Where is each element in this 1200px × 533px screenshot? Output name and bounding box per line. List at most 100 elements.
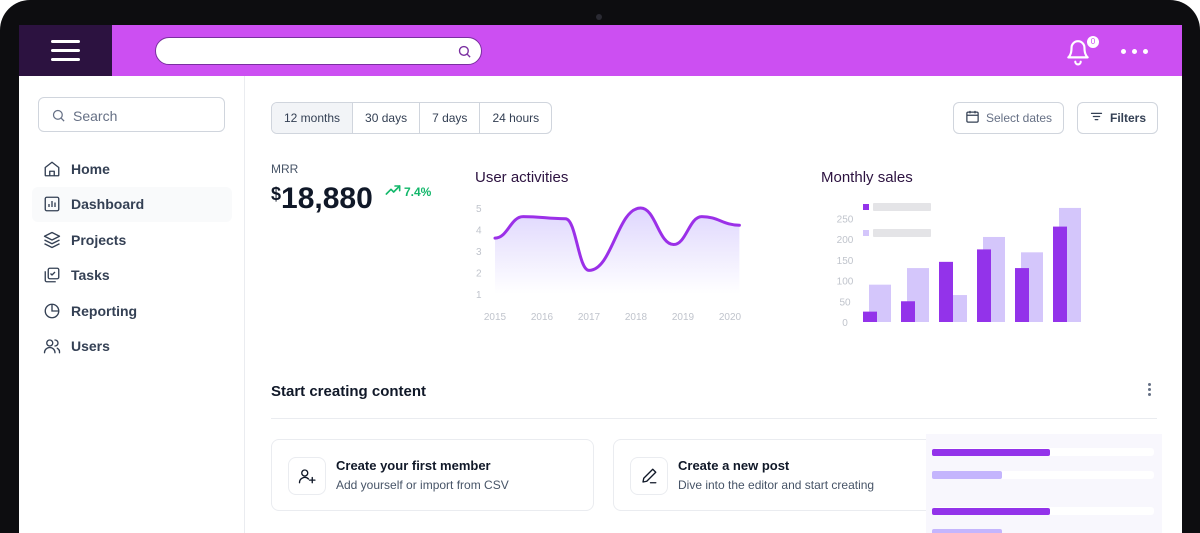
series-line xyxy=(493,206,741,272)
filters-button[interactable]: Filters xyxy=(1077,102,1159,134)
monthly-sales-chart: 250 200 150 100 50 0 xyxy=(837,203,1081,329)
y-tick-label: 50 xyxy=(839,297,851,308)
preview-bar xyxy=(932,449,1050,456)
main-content: 12 months 30 days 7 days 24 hours Select… xyxy=(246,76,1182,533)
trend-up-icon xyxy=(385,184,401,199)
pen-icon xyxy=(630,457,668,495)
calendar-icon xyxy=(965,109,980,127)
sidebar-item-home[interactable]: Home xyxy=(32,151,232,187)
y-tick-label: 5 xyxy=(476,204,482,215)
bar-series-1 xyxy=(1053,226,1067,322)
divider xyxy=(271,418,1157,419)
mrr-value: $18,880 xyxy=(271,182,373,216)
search-icon[interactable] xyxy=(457,44,472,64)
y-tick-label: 200 xyxy=(837,235,854,246)
y-tick-label: 250 xyxy=(837,214,854,225)
user-plus-icon xyxy=(288,457,326,495)
series-area xyxy=(495,208,740,294)
hamburger-menu-button[interactable] xyxy=(19,25,112,76)
create-member-card[interactable]: Create your first member Add yourself or… xyxy=(271,439,594,511)
search-icon xyxy=(51,108,66,128)
section-title: Start creating content xyxy=(271,383,427,400)
content-preview-illustration xyxy=(926,434,1162,533)
bar-series-1 xyxy=(977,249,991,322)
legend-label-placeholder xyxy=(873,203,931,211)
select-dates-label: Select dates xyxy=(986,111,1053,125)
mrr-trend: 7.4% xyxy=(385,184,431,199)
legend-swatch xyxy=(863,204,869,210)
top-search-input[interactable] xyxy=(155,37,482,65)
y-tick-label: 0 xyxy=(842,318,848,329)
y-tick-label: 100 xyxy=(837,277,854,288)
sidebar-item-label: Tasks xyxy=(71,267,110,284)
y-tick-label: 150 xyxy=(837,256,854,267)
select-dates-button[interactable]: Select dates xyxy=(953,102,1065,134)
menu-line xyxy=(51,58,80,61)
preview-bar xyxy=(932,471,1002,479)
y-tick-label: 4 xyxy=(476,226,482,237)
app-screen: 0 Search Home xyxy=(19,25,1182,533)
bell-icon[interactable] xyxy=(1065,38,1091,71)
bar-series-1 xyxy=(939,261,953,322)
users-icon xyxy=(42,336,62,356)
search-placeholder: Search xyxy=(73,108,118,124)
preview-bar xyxy=(932,529,1002,533)
mrr-amount: 18,880 xyxy=(281,182,373,215)
sidebar-item-label: Projects xyxy=(71,231,127,248)
x-tick-label: 2020 xyxy=(719,312,742,323)
y-tick-label: 3 xyxy=(476,247,482,258)
notification-badge: 0 xyxy=(1086,35,1100,49)
bar-series-1 xyxy=(1015,268,1029,322)
filters-label: Filters xyxy=(1110,111,1147,125)
sidebar-search-input[interactable]: Search xyxy=(38,97,225,132)
sidebar-item-dashboard[interactable]: Dashboard xyxy=(32,186,232,222)
legend-swatch xyxy=(863,230,869,236)
bar-series-1 xyxy=(901,301,915,322)
y-tick-label: 2 xyxy=(476,269,482,280)
range-30-days[interactable]: 30 days xyxy=(352,103,419,133)
x-tick-label: 2018 xyxy=(625,312,648,323)
sidebar-item-label: Reporting xyxy=(71,302,138,319)
sidebar-item-reporting[interactable]: Reporting xyxy=(32,293,232,329)
mrr-currency: $ xyxy=(271,184,282,204)
card-subtitle: Dive into the editor and start creating xyxy=(678,478,875,492)
more-vertical-icon[interactable] xyxy=(1146,381,1153,398)
bar-chart-icon xyxy=(42,194,62,214)
sidebar-nav: Home Dashboard Projects xyxy=(32,151,232,364)
bar-series-1 xyxy=(863,311,877,322)
x-tick-label: 2015 xyxy=(484,312,507,323)
preview-bar xyxy=(932,508,1050,515)
monthly-sales-title: Monthly sales xyxy=(821,169,913,186)
card-title: Create your first member xyxy=(336,458,491,473)
x-tick-label: 2017 xyxy=(578,312,601,323)
x-tick-label: 2019 xyxy=(672,312,695,323)
check-square-icon xyxy=(42,265,62,285)
range-12-months[interactable]: 12 months xyxy=(272,103,353,133)
menu-line xyxy=(51,49,80,52)
sidebar-item-users[interactable]: Users xyxy=(32,329,232,365)
range-24-hours[interactable]: 24 hours xyxy=(479,103,551,133)
legend-label-placeholder xyxy=(873,229,931,237)
sidebar-item-label: Home xyxy=(71,160,110,177)
card-subtitle: Add yourself or import from CSV xyxy=(336,478,509,492)
filter-lines-icon xyxy=(1089,109,1104,127)
layers-icon xyxy=(42,230,62,250)
mrr-label: MRR xyxy=(271,162,299,176)
sidebar-item-tasks[interactable]: Tasks xyxy=(32,258,232,294)
y-tick-label: 1 xyxy=(476,290,482,301)
x-tick-label: 2016 xyxy=(531,312,554,323)
menu-line xyxy=(51,40,80,43)
user-activities-title: User activities xyxy=(475,169,569,186)
range-7-days[interactable]: 7 days xyxy=(419,103,479,133)
sidebar: Search Home Dashboard xyxy=(19,76,245,533)
more-options-icon[interactable] xyxy=(1121,49,1148,54)
sidebar-item-projects[interactable]: Projects xyxy=(32,222,232,258)
create-post-card[interactable]: Create a new post Dive into the editor a… xyxy=(613,439,953,511)
sidebar-item-label: Dashboard xyxy=(71,196,145,213)
camera-dot xyxy=(596,14,602,20)
trend-value: 7.4% xyxy=(404,184,432,199)
sidebar-item-label: Users xyxy=(71,338,110,355)
card-title: Create a new post xyxy=(678,458,790,473)
